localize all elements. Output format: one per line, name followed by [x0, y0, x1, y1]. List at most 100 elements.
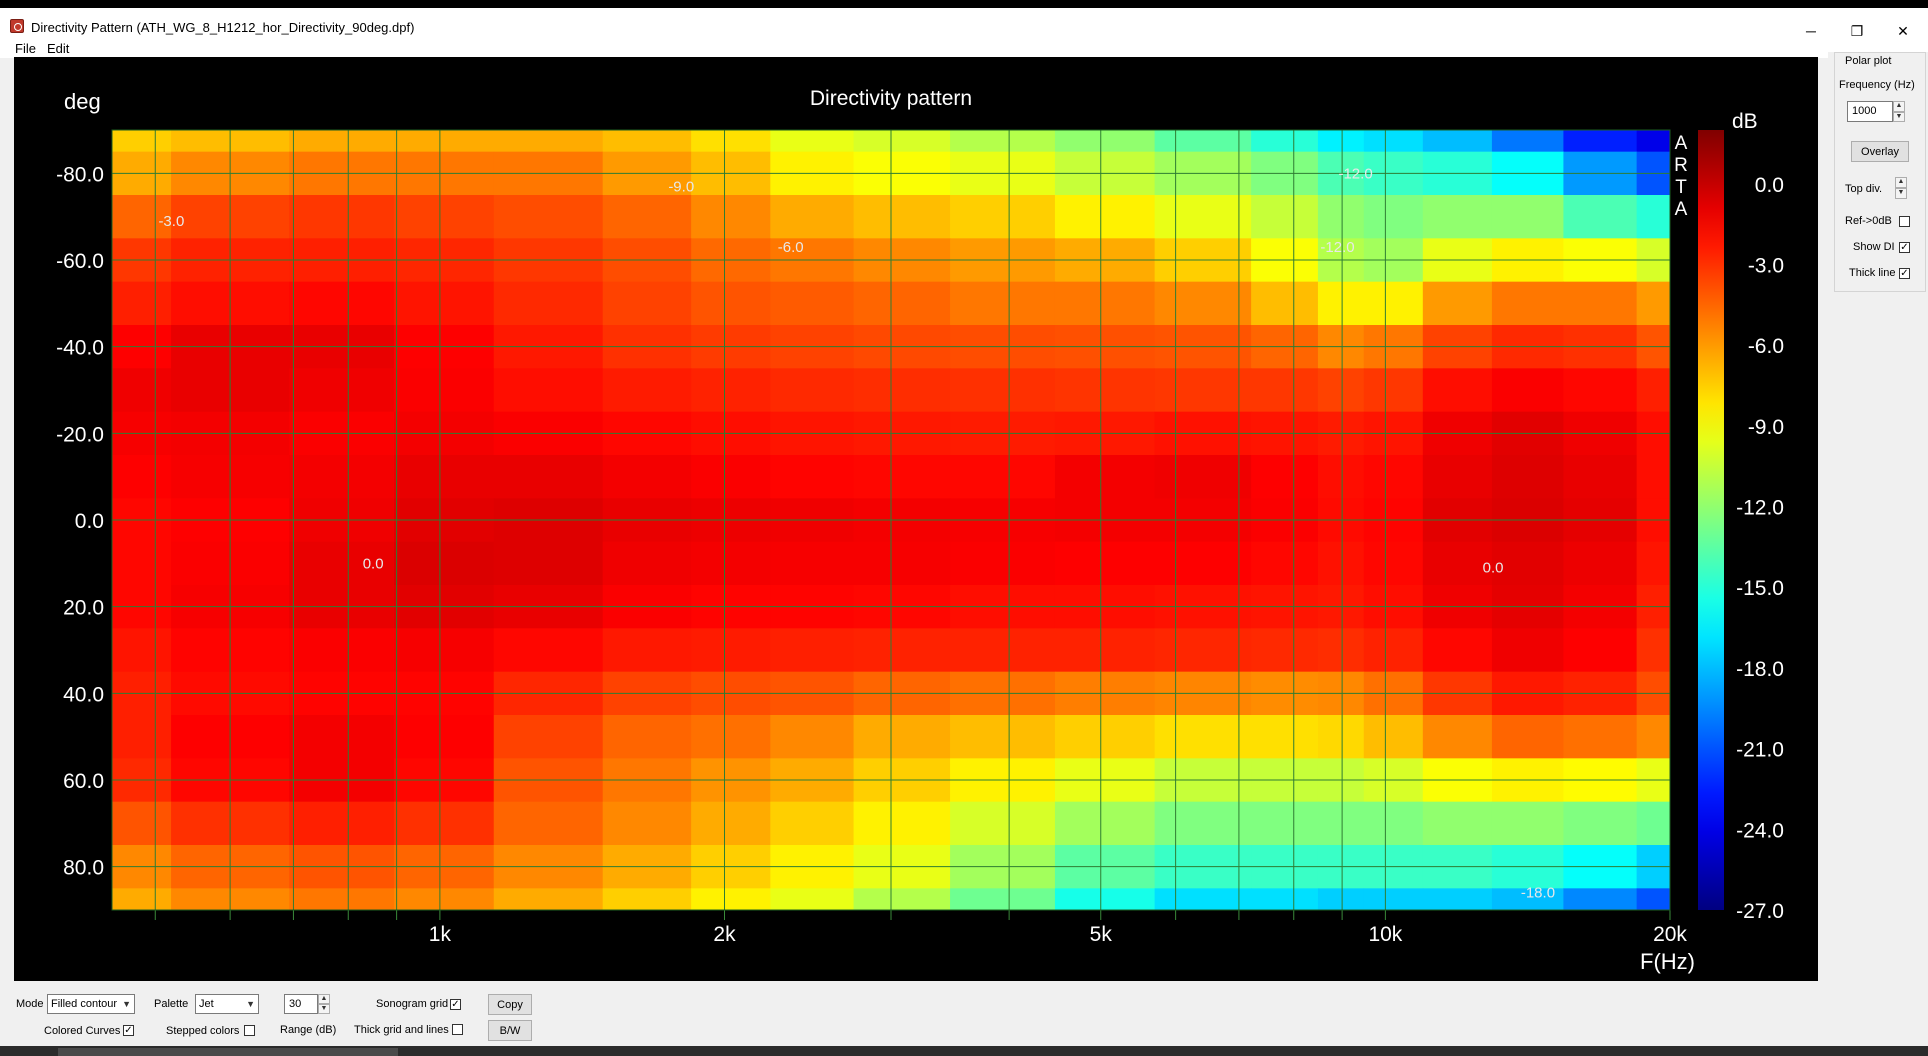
heatmap-cell [1636, 888, 1671, 911]
heatmap-cell [1563, 455, 1638, 499]
heatmap-cell [1054, 368, 1156, 413]
heatmap-cell [950, 541, 1056, 586]
colorbar-tick-label: 0.0 [1755, 174, 1784, 197]
frequency-input[interactable]: 1000 [1847, 101, 1893, 122]
heatmap-cell [770, 195, 855, 239]
heatmap-cell [691, 715, 771, 759]
heatmap-cell [1491, 455, 1564, 499]
heatmap-cell [1251, 368, 1319, 413]
heatmap-cell [602, 195, 692, 239]
heatmap-cell [493, 368, 604, 413]
heatmap-cell [493, 195, 604, 239]
palette-select[interactable]: Jet ▼ [195, 994, 259, 1014]
heatmap-cell [1054, 195, 1156, 239]
menu-edit[interactable]: Edit [47, 41, 70, 56]
close-button[interactable]: ✕ [1897, 22, 1909, 39]
overlay-button[interactable]: Overlay [1851, 141, 1909, 162]
heatmap-cell [1363, 130, 1424, 153]
heatmap-cell [950, 195, 1056, 239]
frequency-spinner[interactable]: ▲ ▼ [1893, 101, 1905, 122]
heatmap-cell [112, 195, 172, 239]
y-tick-label: 40.0 [63, 683, 104, 706]
frequency-label: Frequency (Hz) [1839, 79, 1915, 91]
watermark-letter: R [1674, 155, 1688, 176]
heatmap-cell [853, 455, 951, 499]
minimize-button[interactable]: ─ [1806, 23, 1816, 39]
heatmap-cell [602, 130, 692, 153]
heatmap-cell [853, 628, 951, 673]
heatmap-cell [1491, 281, 1564, 326]
heatmap-cell [950, 801, 1056, 846]
heatmap-cell [691, 455, 771, 499]
heatmap-cell [1563, 541, 1638, 586]
heatmap-cell [1363, 715, 1424, 759]
heatmap-cell [691, 628, 771, 673]
heatmap-cell [1563, 801, 1638, 846]
heatmap-cell [1491, 368, 1564, 413]
colorbar-label: dB [1732, 110, 1758, 133]
heatmap-cell [289, 281, 395, 326]
heatmap-cell [493, 628, 604, 673]
thick-grid-checkbox[interactable] [452, 1024, 463, 1035]
range-label: Range (dB) [280, 1024, 337, 1036]
heatmap-cell [691, 541, 771, 586]
heatmap-cell [1363, 455, 1424, 499]
copy-button[interactable]: Copy [488, 994, 532, 1015]
restore-button[interactable]: ❐ [1850, 22, 1864, 39]
heatmap-cell [770, 801, 855, 846]
contour-label: 0.0 [1483, 560, 1504, 577]
heatmap-cell [950, 130, 1056, 153]
x-tick-label: 5k [1090, 923, 1113, 946]
heatmap-cell [1317, 801, 1365, 846]
top-strip [0, 0, 1928, 8]
colorbar-tick-label: -24.0 [1736, 819, 1784, 842]
directivity-chart: -3.0 -9.0 -6.0 -12.0 -12.0 0.0 0.0 -18.0 Directi… [56, 87, 1784, 974]
heatmap-cell [1636, 455, 1671, 499]
ref-0db-checkbox[interactable] [1899, 216, 1910, 227]
heatmap-cell [602, 888, 692, 911]
thick-line-checkbox[interactable]: ✓ [1899, 268, 1910, 279]
heatmap-cell [602, 281, 692, 326]
heatmap-cell [1154, 801, 1252, 846]
heatmap-cell [394, 715, 495, 759]
menu-file[interactable]: File [15, 41, 36, 56]
heatmap-cell [394, 368, 495, 413]
heatmap-cell [1422, 888, 1493, 911]
heatmap-cell [112, 715, 172, 759]
contour-label: 0.0 [363, 555, 384, 572]
show-di-checkbox[interactable]: ✓ [1899, 242, 1910, 253]
heatmap-cell [1363, 195, 1424, 239]
heatmap-cell [1491, 541, 1564, 586]
heatmap-cell [1317, 368, 1365, 413]
mode-select[interactable]: Filled contour ▼ [47, 994, 135, 1014]
heatmap-cell [1317, 628, 1365, 673]
heatmap-cell [1317, 455, 1365, 499]
colored-curves-checkbox[interactable]: ✓ [123, 1025, 134, 1036]
heatmap-cell [1563, 195, 1638, 239]
heatmap-cell [1636, 715, 1671, 759]
stepped-colors-checkbox[interactable] [244, 1025, 255, 1036]
top-div-spinner[interactable]: ▲ ▼ [1895, 177, 1907, 199]
range-spinner[interactable]: ▲ ▼ [318, 994, 330, 1014]
bw-button[interactable]: B/W [488, 1020, 532, 1041]
colorbar-tick-label: -3.0 [1748, 254, 1784, 277]
heatmap-cell [1491, 715, 1564, 759]
heatmap-cell [1491, 195, 1564, 239]
heatmap-cell [1422, 195, 1493, 239]
contour-label: -3.0 [158, 213, 184, 230]
heatmap-cell [1422, 541, 1493, 586]
y-tick-label: 20.0 [63, 597, 104, 620]
heatmap-cell [289, 801, 395, 846]
heatmap-cell [1636, 130, 1671, 153]
heatmap-cell [1154, 281, 1252, 326]
heatmap-cell [950, 628, 1056, 673]
sonogram-grid-checkbox[interactable]: ✓ [450, 999, 461, 1010]
polar-plot-title: Polar plot [1845, 55, 1892, 67]
polar-plot-group: Polar plot Frequency (Hz) 1000 ▲ ▼ Overla… [1834, 52, 1926, 292]
range-input[interactable]: 30 [284, 994, 318, 1014]
heatmap-cell [112, 455, 172, 499]
heatmap-cell [691, 368, 771, 413]
y-tick-label: -40.0 [56, 337, 104, 360]
heatmap-cell [493, 541, 604, 586]
ref-0db-label: Ref->0dB [1845, 215, 1892, 227]
